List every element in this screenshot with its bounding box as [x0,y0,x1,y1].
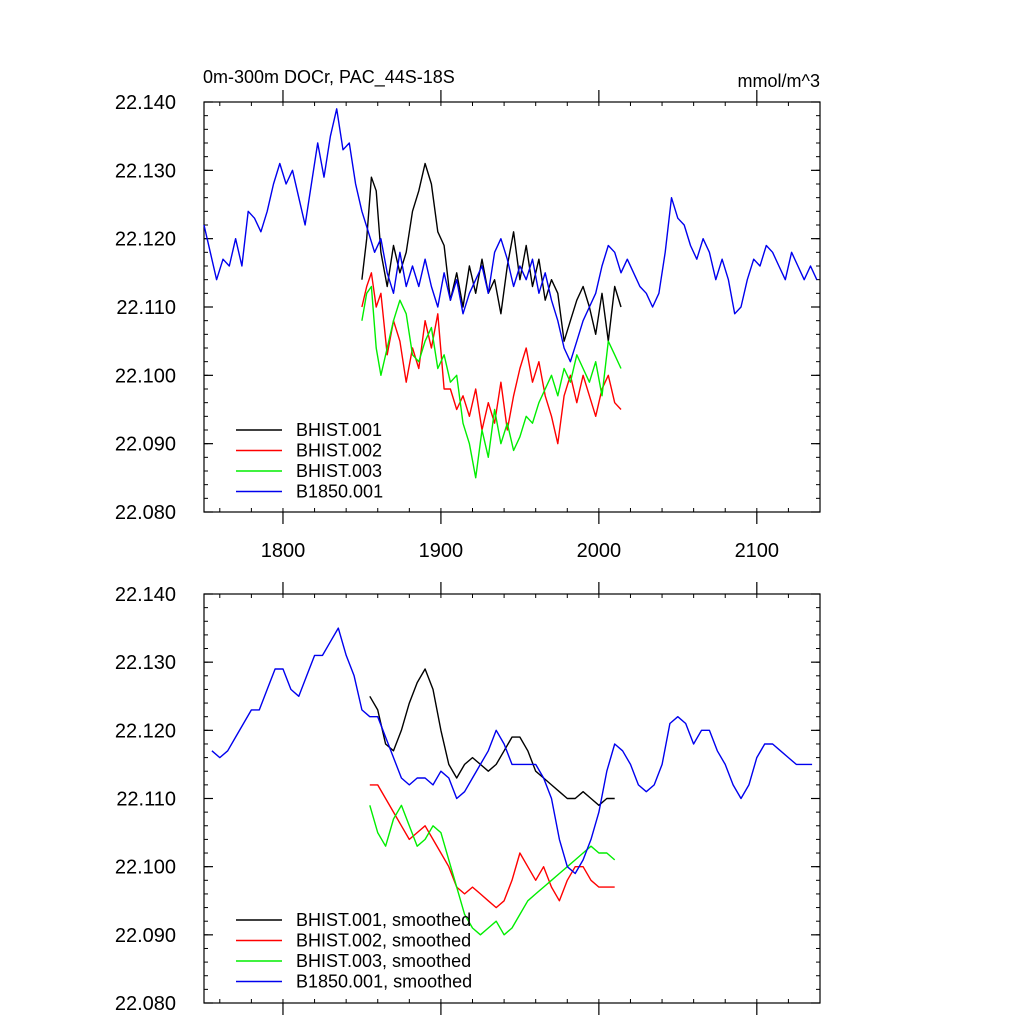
units-label: mmol/m^3 [738,71,820,91]
series-line-1 [361,162,622,342]
y-tick-label: 22.080 [115,502,176,524]
series-line-4 [203,108,818,363]
legend-label: BHIST.002 [296,441,382,461]
y-tick-label: 22.130 [115,652,176,674]
y-tick-label: 22.120 [115,720,176,742]
y-tick-label: 22.110 [116,297,176,319]
y-tick-label: 22.090 [115,925,176,947]
series-line-4 [211,627,813,875]
top-panel: 22.080 22.090 22.100 22.110 22.120 22.130 22.1… [115,90,821,562]
y-tick-label: 22.110 [116,789,176,811]
x-tick-label: 2100 [735,540,780,562]
x-tick-label: 1900 [419,540,464,562]
legend-label: B1850.001 [296,482,383,502]
y-tick-label: 22.100 [115,857,176,879]
y-tick-label: 22.130 [115,160,176,182]
legend-label: BHIST.001, smoothed [296,910,471,930]
x-tick-label: 2000 [577,540,622,562]
legend-label: BHIST.003 [296,461,382,481]
series-line-2 [361,272,622,445]
legend-label: BHIST.002, smoothed [296,931,471,951]
series-line-3 [369,804,616,936]
y-tick-label: 22.080 [115,993,176,1015]
legend-label: BHIST.001 [296,420,382,440]
y-tick-label: 22.100 [115,365,176,387]
y-tick-label: 22.120 [115,229,176,251]
legend-label: BHIST.003, smoothed [296,951,471,971]
series-line-3 [361,285,622,479]
series-line-1 [369,668,615,806]
y-tick-label: 22.140 [115,584,176,606]
chart-title: 0m-300m DOCr, PAC_44S-18S [203,67,455,88]
y-tick-label: 22.140 [115,92,176,114]
bottom-panel: 22.080 22.090 22.100 22.110 22.120 22.130 22.1… [115,582,821,1015]
legend-label: B1850.001, smoothed [296,972,472,992]
series-line-2 [369,784,615,909]
y-tick-label: 22.090 [115,434,176,456]
x-tick-label: 1800 [261,540,306,562]
